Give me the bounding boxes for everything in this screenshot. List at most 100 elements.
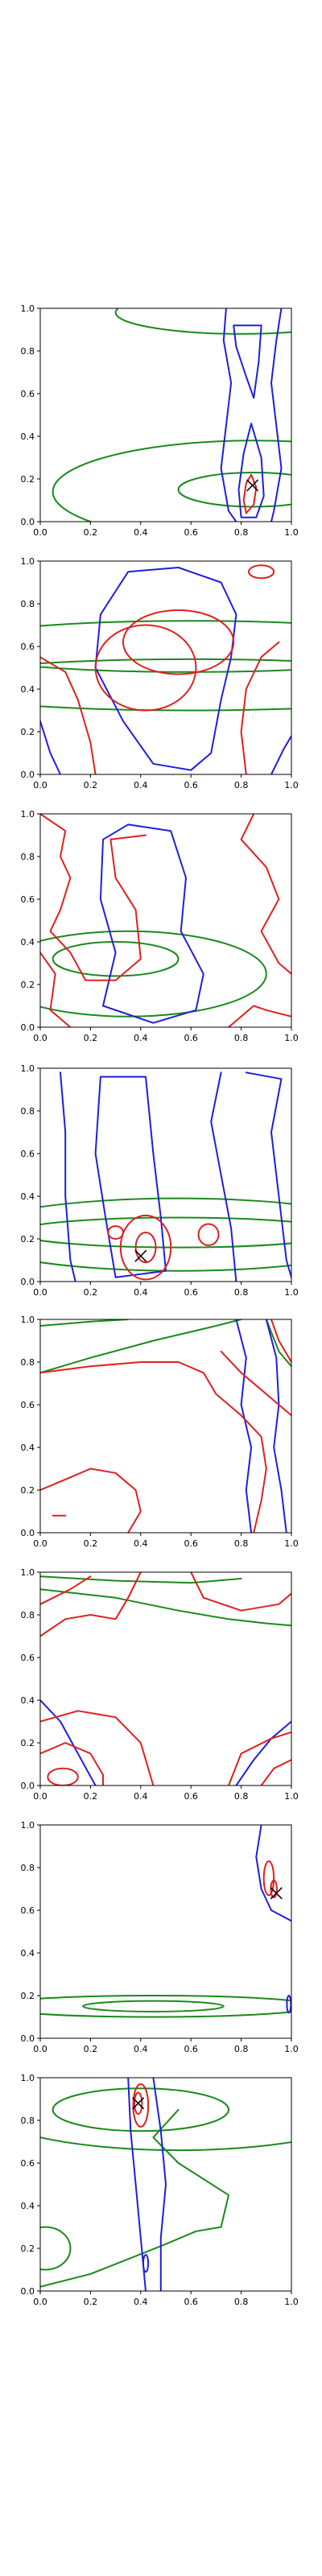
x-marker <box>270 1887 283 1900</box>
green-contour-line <box>265 1319 291 1368</box>
y-tick-label: 0.6 <box>21 1905 35 1916</box>
green-contour-line <box>82 2000 225 2013</box>
x-tick-label: 0.6 <box>184 780 198 791</box>
x-tick-label: 0.8 <box>234 527 249 538</box>
axes-frame <box>39 1571 292 1786</box>
green-contour-line <box>52 941 180 977</box>
x-tick-label: 1.0 <box>284 527 299 538</box>
red-contour-line <box>270 1879 278 1899</box>
y-tick-label: 0.0 <box>21 770 35 780</box>
y-tick-label: 1.0 <box>21 2073 35 2083</box>
x-tick-label: 1.0 <box>284 2297 299 2307</box>
y-tick-label: 1.0 <box>21 556 35 567</box>
x-tick-label: 0.2 <box>84 1791 98 1802</box>
x-tick-label: 0.4 <box>134 1538 148 1549</box>
x-tick-label: 1.0 <box>284 1287 299 1298</box>
y-tick-label: 0.6 <box>21 1149 35 1159</box>
y-tick-label: 0.8 <box>21 346 35 357</box>
y-tick-label: 0.4 <box>21 937 35 947</box>
plot-area <box>40 2078 291 2291</box>
red-contour-line <box>220 1350 291 1417</box>
x-tick-label: 0.6 <box>184 1033 198 1043</box>
contour-panel-6: 0.0 0.2 0.4 0.6 0.8 1.0 0.0 0.2 0.4 0.6 0.8 1.0 <box>21 1567 299 1802</box>
y-tick-label: 0.4 <box>21 1948 35 1959</box>
y-tick-label: 0.6 <box>21 2158 35 2169</box>
red-contour-line <box>40 814 147 981</box>
x-tick-label: 0.2 <box>84 1287 98 1298</box>
x-tick-label: 0.0 <box>33 2044 47 2054</box>
plot-area <box>40 1071 291 1282</box>
blue-contour-line <box>265 1319 287 1533</box>
green-contour-line <box>40 1216 291 1249</box>
x-tick-label: 1.0 <box>284 1033 299 1043</box>
plot-area <box>40 1825 291 2018</box>
y-tick-label: 0.2 <box>21 1485 35 1496</box>
green-contour-line <box>40 2226 72 2271</box>
y-tick-label: 0.2 <box>21 474 35 485</box>
x-tick-label: 0.0 <box>33 1791 47 1802</box>
red-contour-line <box>94 624 197 712</box>
red-contour-line <box>270 1319 291 1363</box>
blue-contour-line <box>270 735 291 774</box>
red-contour-line <box>40 1361 267 1533</box>
x-tick-label: 0.8 <box>234 780 249 791</box>
x-tick-label: 0.8 <box>234 1287 249 1298</box>
x-tick-label: 0.4 <box>134 2044 148 2054</box>
y-tick-label: 1.0 <box>21 1820 35 1831</box>
blue-contour-line <box>40 1699 97 1785</box>
blue-contour-line <box>270 308 283 522</box>
x-tick-label: 0.8 <box>234 2297 249 2307</box>
green-contour-line <box>177 472 291 508</box>
x-tick-label: 0.2 <box>84 527 98 538</box>
y-tick-label: 0.8 <box>21 2116 35 2126</box>
x-tick-label: 0.4 <box>134 1033 148 1043</box>
red-contour-line <box>40 1742 104 1785</box>
y-tick-label: 1.0 <box>21 809 35 819</box>
green-contour-line <box>52 440 291 522</box>
y-tick-label: 0.0 <box>21 1277 35 1287</box>
y-tick-label: 0.0 <box>21 2033 35 2044</box>
x-tick-label: 0.6 <box>184 2044 198 2054</box>
blue-contour-line <box>233 324 262 399</box>
y-tick-label: 0.8 <box>21 1357 35 1368</box>
x-tick-label: 1.0 <box>284 1791 299 1802</box>
plot-area <box>40 564 291 774</box>
x-tick-label: 0.0 <box>33 1033 47 1043</box>
x-tick-label: 0.0 <box>33 1538 47 1549</box>
contour-panel-8: 0.0 0.2 0.4 0.6 0.8 1.0 0.0 0.2 0.4 0.6 0.8 1.0 <box>21 2073 299 2307</box>
contour-panel-2: 0.0 0.2 0.4 0.6 0.8 1.0 0.0 0.2 0.4 0.6 0.8 1.0 <box>21 556 299 791</box>
y-tick-label: 0.4 <box>21 684 35 695</box>
x-tick-label: 0.6 <box>184 527 198 538</box>
blue-contour-line <box>210 1071 237 1282</box>
red-contour-line <box>132 2083 150 2128</box>
plot-area <box>52 308 291 522</box>
axes-frame <box>39 2077 292 2292</box>
green-contour-line <box>40 1319 242 1374</box>
x-tick-label: 0.6 <box>184 1538 198 1549</box>
y-tick-label: 0.4 <box>21 1191 35 1202</box>
green-contour-line <box>40 2136 291 2152</box>
green-contour-line <box>40 658 291 712</box>
y-tick-label: 0.4 <box>21 1695 35 1706</box>
x-tick-label: 0.4 <box>134 2297 148 2307</box>
contour-panel-3: 0.0 0.2 0.4 0.6 0.8 1.0 0.0 0.2 0.4 0.6 0.8 1.0 <box>21 809 299 1043</box>
red-contour-line <box>40 656 97 774</box>
y-tick-label: 0.2 <box>21 1738 35 1748</box>
x-tick-label: 0.8 <box>234 1033 249 1043</box>
x-tick-label: 0.6 <box>184 2297 198 2307</box>
red-contour-line <box>240 814 291 975</box>
contour-panel-4: 0.0 0.2 0.4 0.6 0.8 1.0 0.0 0.2 0.4 0.6 0.8 1.0 <box>21 1063 299 1298</box>
y-tick-label: 0.2 <box>21 727 35 737</box>
x-tick-label: 0.4 <box>134 1791 148 1802</box>
red-contour-line <box>228 1731 291 1785</box>
plot-area <box>40 1319 291 1533</box>
y-tick-label: 0.0 <box>21 1022 35 1033</box>
blue-contour-line <box>237 423 265 518</box>
red-contour-line <box>247 564 275 580</box>
axes-frame <box>39 1067 292 1282</box>
axes-frame <box>39 1319 292 1534</box>
blue-contour-line <box>142 2253 150 2273</box>
contour-panel-5: 0.0 0.2 0.4 0.6 0.8 1.0 0.0 0.2 0.4 0.6 0.8 1.0 <box>21 1315 299 1549</box>
red-contour-line <box>122 609 235 675</box>
